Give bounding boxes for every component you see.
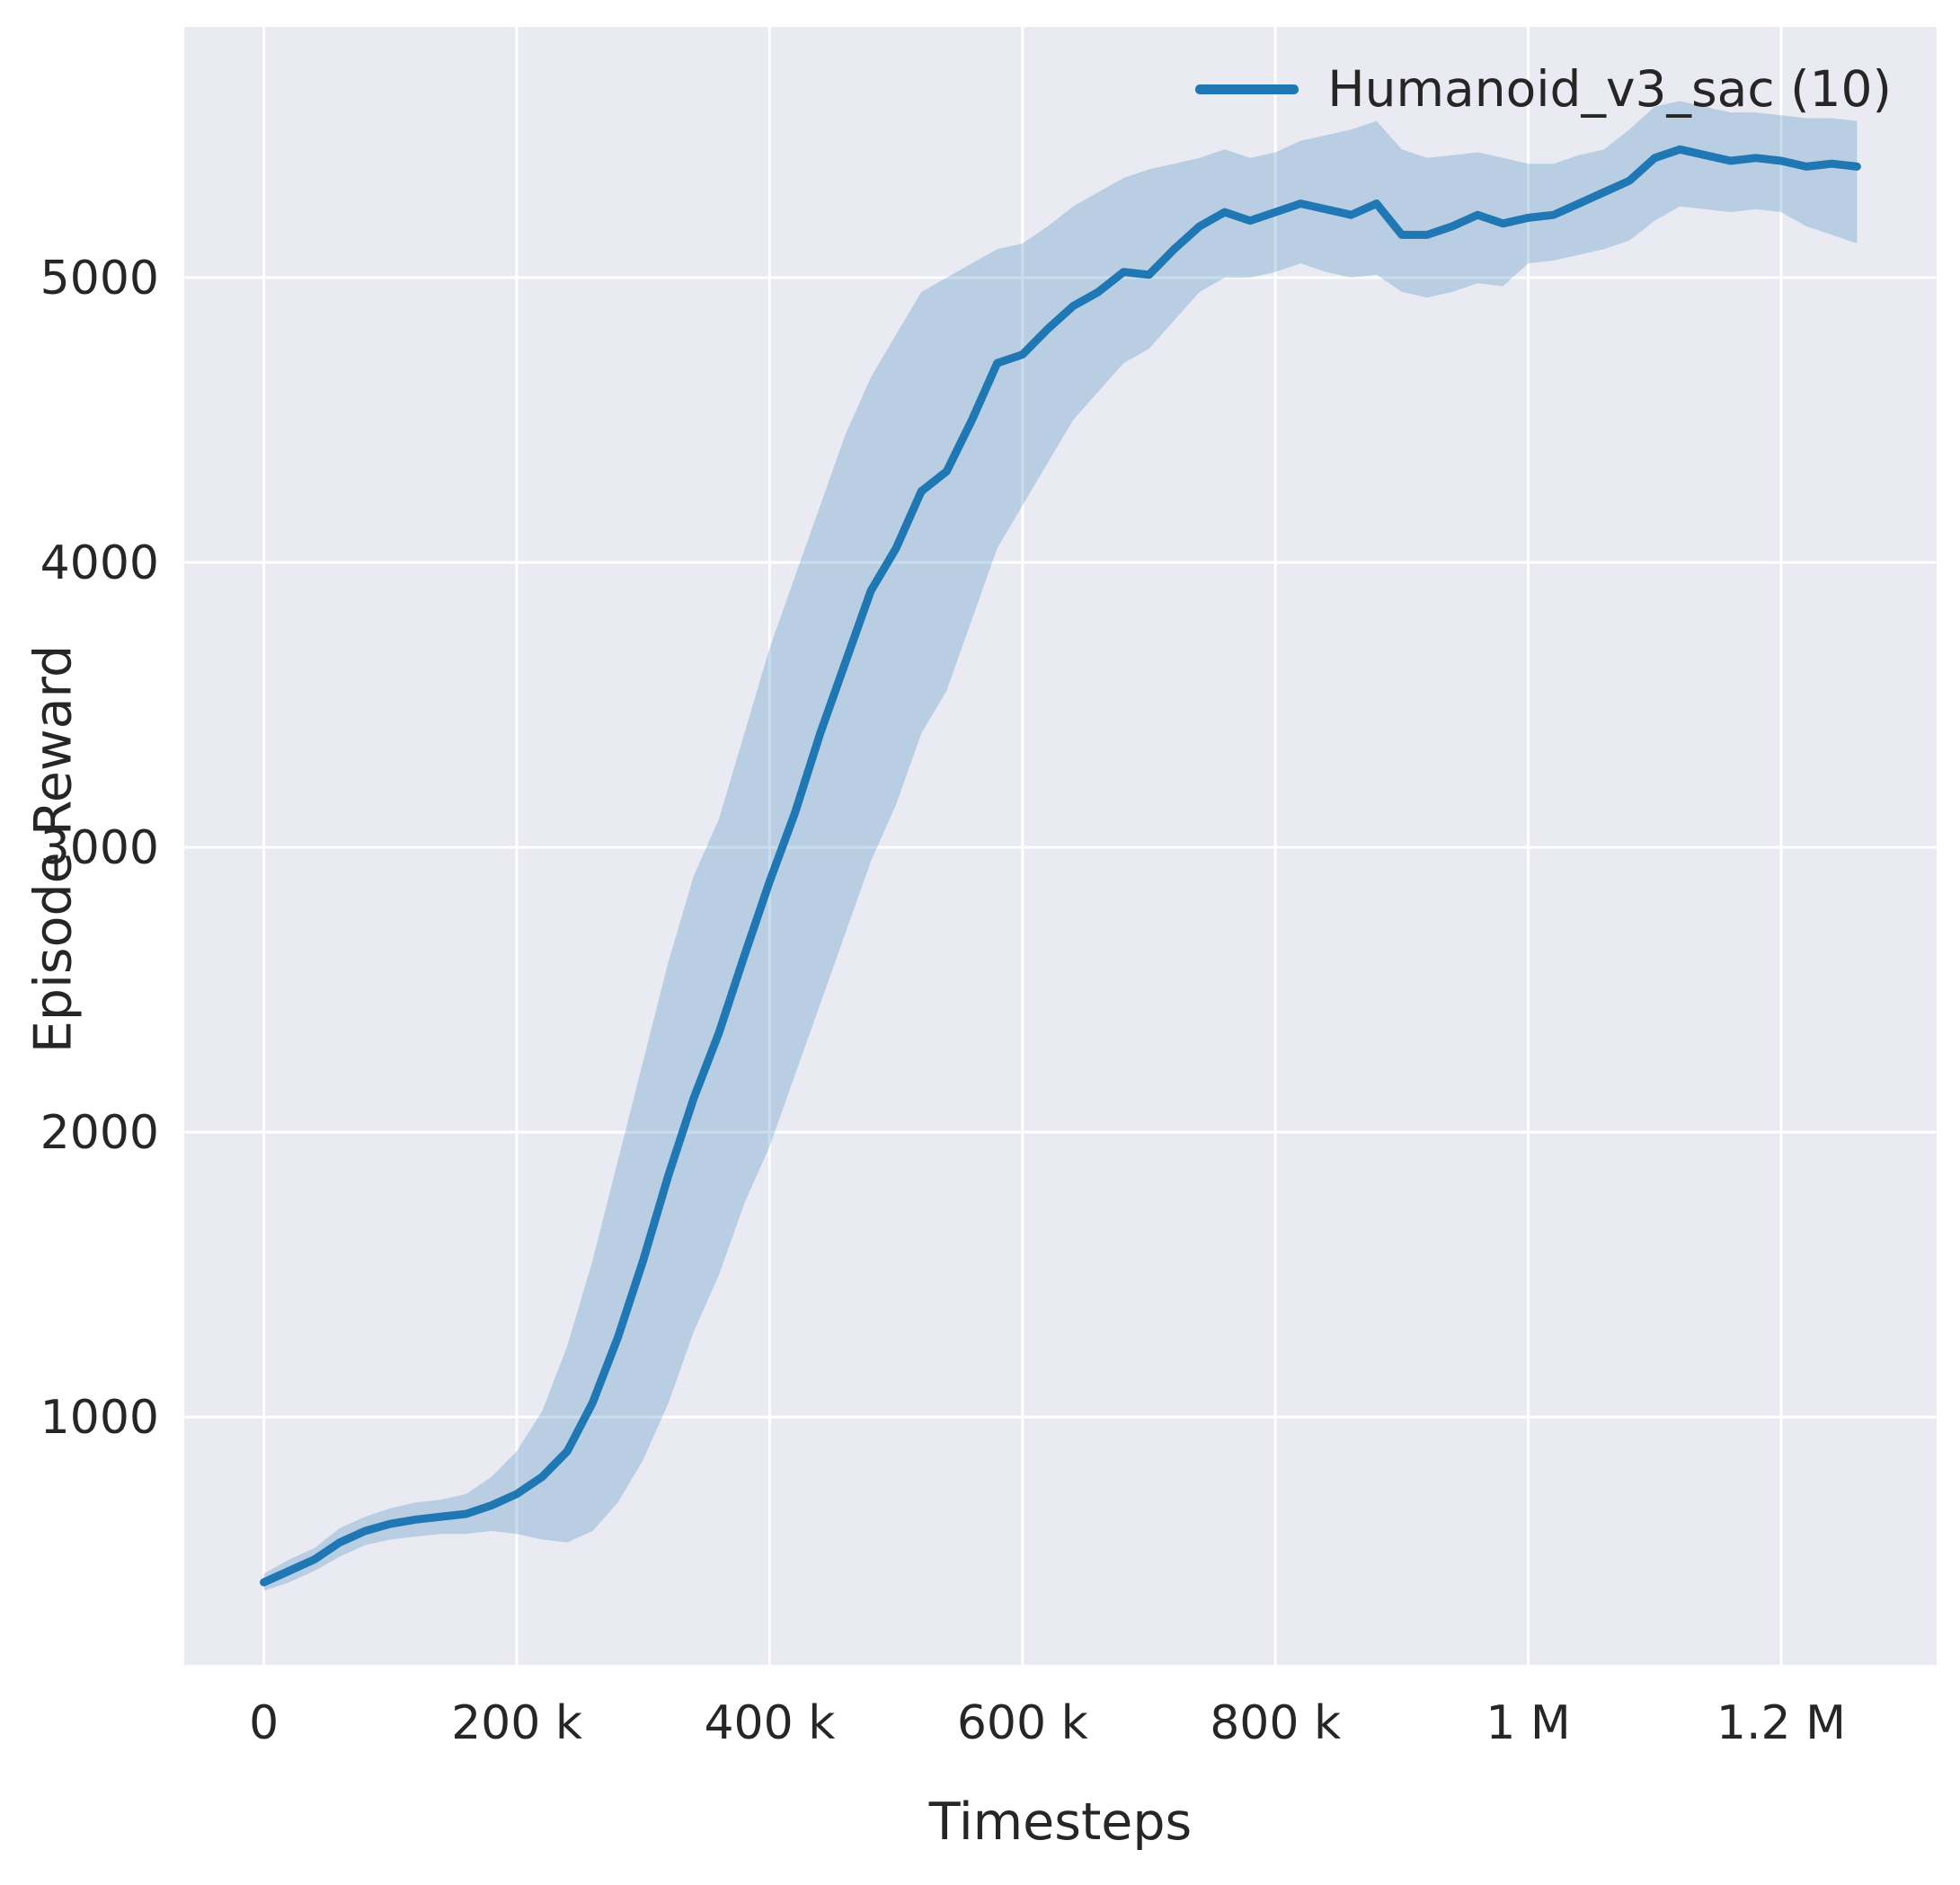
x-tick-label: 600 k <box>957 1696 1088 1750</box>
x-tick-label: 1.2 M <box>1716 1696 1846 1750</box>
x-tick-label: 200 k <box>451 1696 582 1750</box>
x-axis-label: Timesteps <box>928 1792 1193 1852</box>
x-tick-label: 1 M <box>1486 1696 1570 1750</box>
x-tick-label: 800 k <box>1210 1696 1341 1750</box>
legend: Humanoid_v3_sac (10) <box>1195 65 1892 114</box>
legend-series-label: Humanoid_v3_sac (10) <box>1327 60 1892 118</box>
legend-line-swatch <box>1195 84 1299 94</box>
y-tick-label: 3000 <box>40 821 159 875</box>
y-tick-label: 5000 <box>40 252 159 305</box>
confidence-band <box>263 101 1858 1591</box>
y-axis-label: Episode Reward <box>23 644 84 1054</box>
y-tick-label: 4000 <box>40 536 159 590</box>
x-tick-label: 0 <box>249 1696 279 1750</box>
y-tick-label: 2000 <box>40 1106 159 1160</box>
x-tick-label: 400 k <box>704 1696 835 1750</box>
y-tick-label: 1000 <box>40 1391 159 1445</box>
mean-line <box>260 145 1861 1587</box>
plot-background <box>184 27 1937 1665</box>
